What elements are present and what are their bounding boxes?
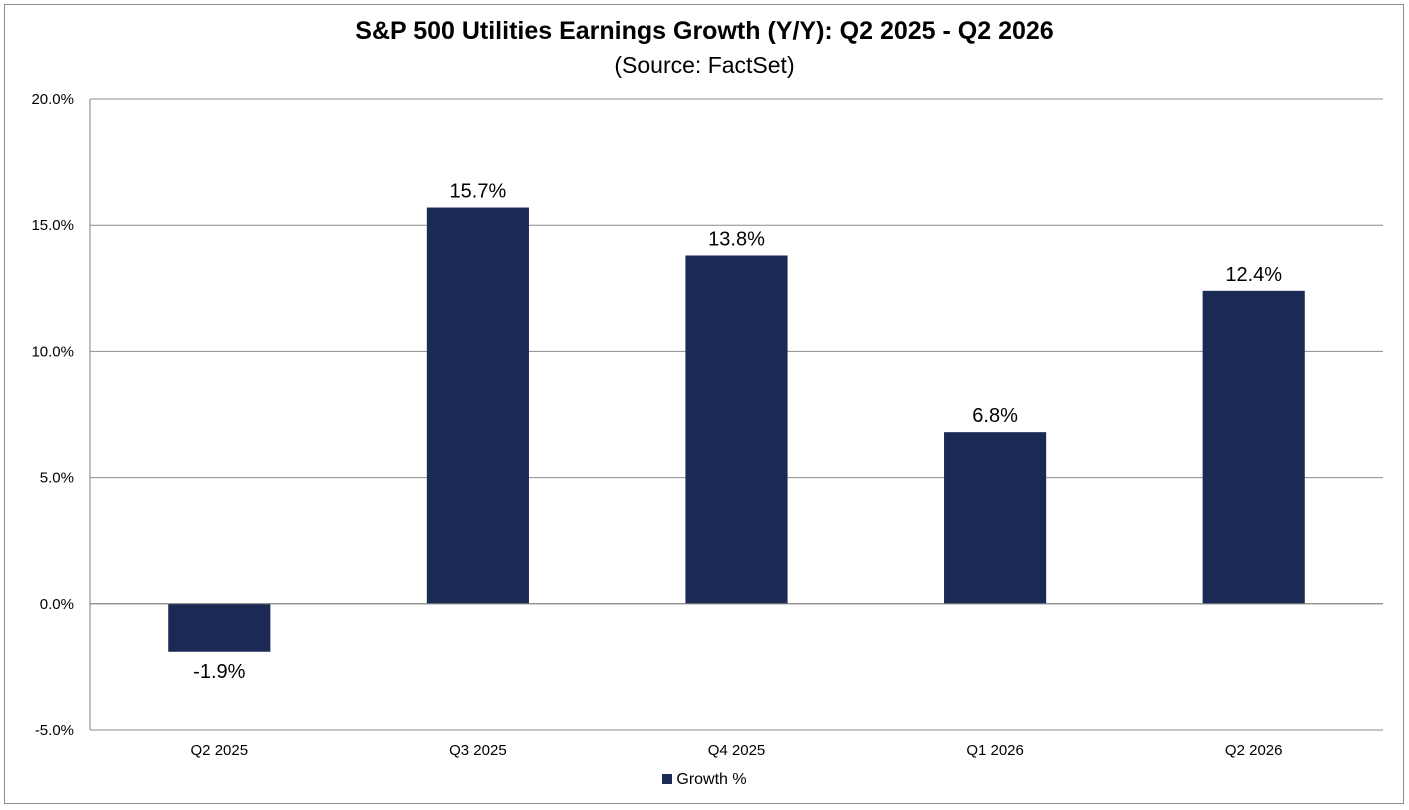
x-tick-label: Q2 2025 xyxy=(191,742,249,759)
y-tick-label: 10.0% xyxy=(31,343,74,360)
data-label: -1.9% xyxy=(193,661,245,683)
y-tick-label: 20.0% xyxy=(31,91,74,108)
x-tick-label: Q1 2026 xyxy=(966,742,1024,759)
chart-subtitle: (Source: FactSet) xyxy=(614,52,795,78)
y-tick-label: 5.0% xyxy=(40,470,74,487)
bar xyxy=(685,255,788,604)
x-tick-label: Q2 2026 xyxy=(1225,742,1283,759)
chart-title: S&P 500 Utilities Earnings Growth (Y/Y):… xyxy=(355,17,1054,45)
x-tick-label: Q3 2025 xyxy=(449,742,507,759)
data-label: 13.8% xyxy=(708,228,765,250)
legend-swatch xyxy=(662,774,673,784)
data-label: 12.4% xyxy=(1225,264,1282,286)
bar xyxy=(1202,290,1305,604)
y-tick-label: 15.0% xyxy=(31,217,74,234)
y-tick-label: 0.0% xyxy=(40,596,74,613)
data-label: 15.7% xyxy=(450,181,507,203)
y-tick-label: -5.0% xyxy=(35,722,74,739)
legend: Growth % xyxy=(0,771,1409,789)
bar xyxy=(426,207,529,604)
bar xyxy=(944,432,1047,604)
bar xyxy=(168,603,271,652)
data-label: 6.8% xyxy=(972,405,1018,427)
legend-label: Growth % xyxy=(676,771,747,788)
x-tick-label: Q4 2025 xyxy=(708,742,766,759)
